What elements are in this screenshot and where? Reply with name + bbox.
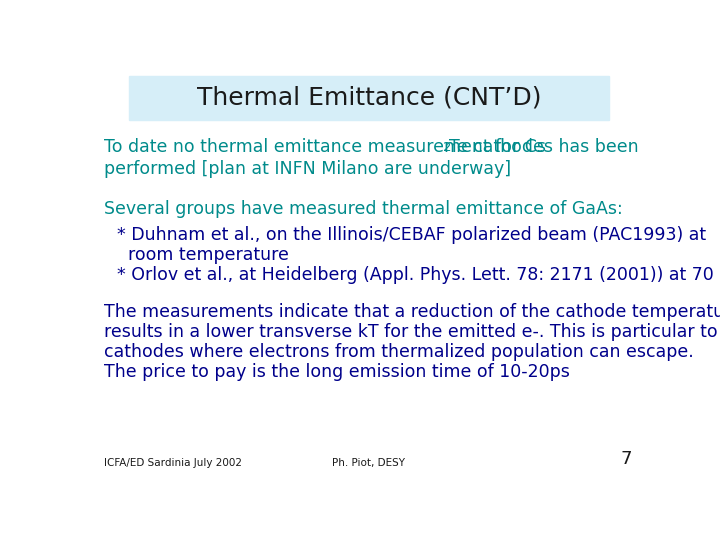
Text: Te cathodes has been: Te cathodes has been bbox=[449, 138, 639, 156]
FancyBboxPatch shape bbox=[129, 76, 609, 120]
Text: performed [plan at INFN Milano are underway]: performed [plan at INFN Milano are under… bbox=[104, 159, 511, 178]
Text: ICFA/ED Sardinia July 2002: ICFA/ED Sardinia July 2002 bbox=[104, 458, 242, 468]
Text: To date no thermal emittance measurement for Cs: To date no thermal emittance measurement… bbox=[104, 138, 546, 156]
Text: Thermal Emittance (CNT’D): Thermal Emittance (CNT’D) bbox=[197, 86, 541, 110]
Text: The price to pay is the long emission time of 10-20ps: The price to pay is the long emission ti… bbox=[104, 363, 570, 381]
Text: Ph. Piot, DESY: Ph. Piot, DESY bbox=[333, 458, 405, 468]
Text: room temperature: room temperature bbox=[117, 246, 289, 264]
Text: Several groups have measured thermal emittance of GaAs:: Several groups have measured thermal emi… bbox=[104, 200, 623, 218]
Text: results in a lower transverse kT for the emitted e-. This is particular to NEA: results in a lower transverse kT for the… bbox=[104, 323, 720, 341]
Text: 2: 2 bbox=[443, 141, 451, 154]
Text: cathodes where electrons from thermalized population can escape.: cathodes where electrons from thermalize… bbox=[104, 343, 693, 361]
Text: * Orlov et al., at Heidelberg (Appl. Phys. Lett. 78: 2171 (2001)) at 70 K: * Orlov et al., at Heidelberg (Appl. Phy… bbox=[117, 266, 720, 284]
Text: The measurements indicate that a reduction of the cathode temperature: The measurements indicate that a reducti… bbox=[104, 303, 720, 321]
Text: 7: 7 bbox=[621, 450, 632, 468]
Text: * Duhnam et al., on the Illinois/CEBAF polarized beam (PAC1993) at: * Duhnam et al., on the Illinois/CEBAF p… bbox=[117, 226, 706, 244]
